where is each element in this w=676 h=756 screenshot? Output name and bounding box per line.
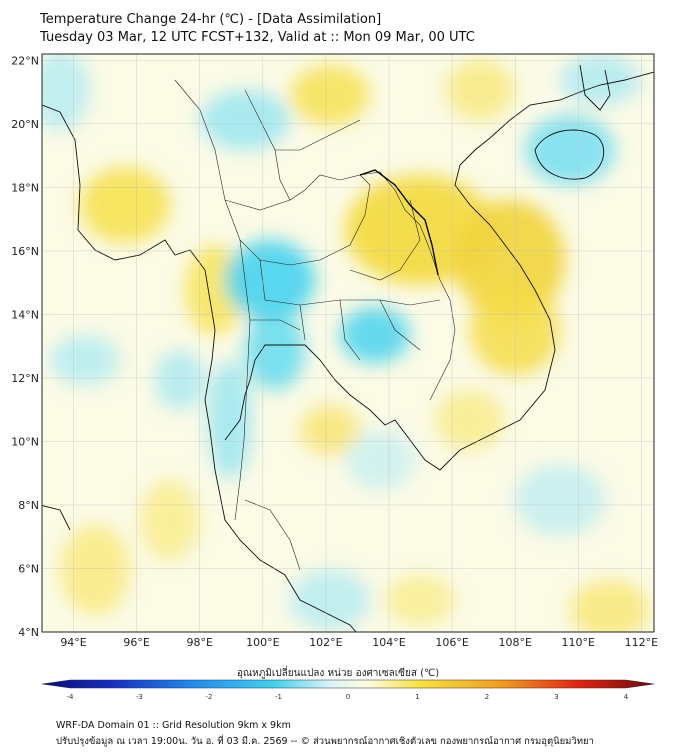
lon-label: 96°E bbox=[123, 636, 149, 649]
lat-label: 6°N bbox=[18, 562, 39, 575]
colorbar: -4 -3 -2 -1 0 1 2 3 4 bbox=[41, 679, 655, 701]
admin-borders bbox=[174, 79, 456, 571]
temperature-field bbox=[42, 54, 650, 632]
footer-model-info: WRF-DA Domain 01 :: Grid Resolution 9km … bbox=[56, 720, 291, 731]
lon-label: 110°E bbox=[562, 636, 595, 649]
map-area bbox=[42, 54, 654, 632]
lat-label: 10°N bbox=[11, 435, 39, 448]
colorbar-tick-label: 0 bbox=[346, 693, 350, 701]
lat-label: 20°N bbox=[11, 118, 39, 131]
lat-label: 12°N bbox=[11, 372, 39, 385]
lat-label: 14°N bbox=[11, 308, 39, 321]
lon-label: 102°E bbox=[309, 636, 342, 649]
graticule bbox=[42, 54, 654, 632]
footer-credit: ปรับปรุงข้อมูล ณ เวลา 19:00น. วัน อ. ที่… bbox=[56, 736, 594, 747]
temperature-change-map: 22°N 20°N 18°N 16°N 14°N 12°N 10°N 8°N 6°N 4°N 94… bbox=[11, 53, 658, 649]
lat-label: 18°N bbox=[11, 181, 39, 194]
lon-label: 106°E bbox=[435, 636, 468, 649]
lon-label: 108°E bbox=[498, 636, 531, 649]
lon-label: 104°E bbox=[372, 636, 405, 649]
map-frame bbox=[41, 53, 655, 633]
lon-label: 100°E bbox=[246, 636, 279, 649]
colorbar-tick-label: -2 bbox=[206, 693, 213, 701]
colorbar-title: อุณหภูมิเปลี่ยนแปลง หน่วย องศาเซลเซียส (… bbox=[236, 668, 440, 679]
lon-label: 112°E bbox=[625, 636, 658, 649]
map-subtitle: Tuesday 03 Mar, 12 UTC FCST+132, Valid a… bbox=[40, 30, 475, 45]
colorbar-tick-label: 3 bbox=[554, 693, 558, 701]
lon-label: 94°E bbox=[60, 636, 86, 649]
mekong-border bbox=[359, 169, 439, 276]
coastlines bbox=[42, 64, 654, 632]
colorbar-ramp bbox=[41, 679, 655, 689]
lat-label: 16°N bbox=[11, 245, 39, 258]
colorbar-tick-label: -3 bbox=[136, 693, 143, 701]
map-title: Temperature Change 24-hr (℃) - [Data Ass… bbox=[40, 12, 382, 27]
colorbar-tick-label: 1 bbox=[415, 693, 419, 701]
colorbar-tick-label: -4 bbox=[67, 693, 75, 701]
colorbar-tick-label: -1 bbox=[275, 693, 282, 701]
lat-label: 8°N bbox=[18, 499, 39, 512]
lat-labels: 22°N 20°N 18°N 16°N 14°N 12°N 10°N 8°N 6°N 4°N bbox=[11, 54, 39, 639]
colorbar-ticks: -4 -3 -2 -1 0 1 2 3 4 bbox=[67, 693, 629, 701]
lat-label: 22°N bbox=[11, 54, 39, 67]
lon-label: 98°E bbox=[187, 636, 213, 649]
lon-labels: 94°E 96°E 98°E 100°E 102°E 104°E 106°E 108°E 110… bbox=[60, 636, 658, 649]
colorbar-tick-label: 4 bbox=[624, 693, 629, 701]
lat-label: 4°N bbox=[18, 626, 39, 639]
colorbar-tick-label: 2 bbox=[485, 693, 489, 701]
